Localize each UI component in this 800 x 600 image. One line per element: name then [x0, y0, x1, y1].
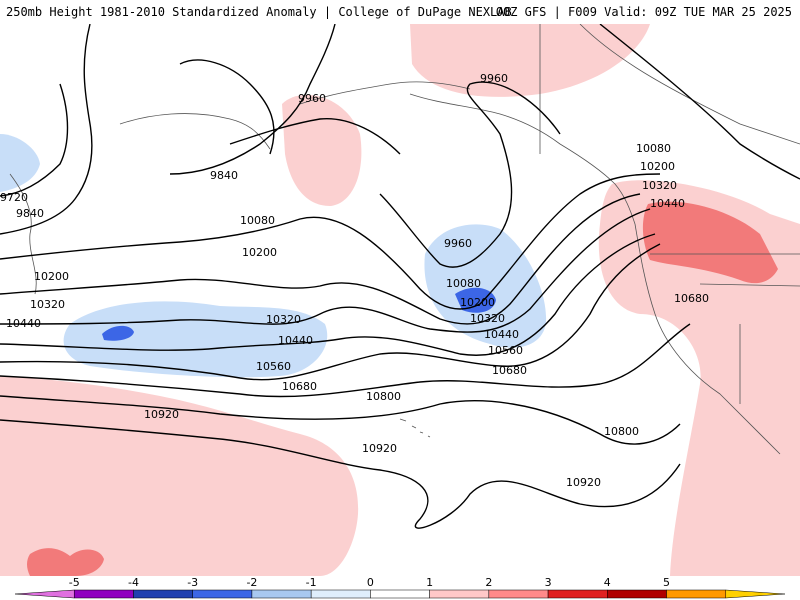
contour-label: 10320: [470, 312, 505, 325]
contour-9840: [0, 24, 93, 235]
contour-label: 10320: [266, 313, 301, 326]
contour-9720: [0, 83, 69, 197]
positive-anomaly-area: [642, 201, 778, 284]
contour-10920: [0, 419, 681, 529]
contour-10560: [0, 243, 661, 381]
header: 250mb Height 1981-2010 Standardized Anom…: [0, 0, 800, 24]
contour-10080: [0, 173, 661, 310]
negative-anomaly-area: [455, 287, 496, 313]
contour-label: 10680: [674, 292, 709, 305]
colorbar-tick-label: -2: [246, 576, 257, 589]
contour-label: 10680: [492, 364, 527, 377]
contour-label: 10320: [30, 298, 65, 311]
positive-anomaly-area: [410, 24, 650, 97]
contour-10680: [0, 323, 691, 398]
colorbar-block: [725, 589, 786, 599]
colorbar-tick-label: 0: [367, 576, 374, 589]
contour-label: 9960: [480, 72, 508, 85]
contour-label: 9720: [0, 191, 28, 204]
colorbar-tick-label: -1: [306, 576, 317, 589]
contour-label: 10440: [484, 328, 519, 341]
colorbar-tick-label: -5: [69, 576, 80, 589]
colorbar-block: [14, 589, 75, 599]
contour-label: 10800: [604, 425, 639, 438]
contour-label: 10800: [366, 390, 401, 403]
contour-inner: [179, 59, 275, 155]
contour-label: 10320: [642, 179, 677, 192]
contour-label: 9840: [16, 207, 44, 220]
contour-label: 9960: [444, 237, 472, 250]
colorbar-block: [192, 589, 253, 599]
colorbar-tick-label: 1: [426, 576, 433, 589]
colorbar-block: [666, 589, 727, 599]
contour-9960: [229, 118, 401, 155]
positive-anomaly-area: [0, 376, 359, 576]
contour-label: 10080: [240, 214, 275, 227]
colorbar-tick-label: 4: [604, 576, 611, 589]
contour-label: 10440: [650, 197, 685, 210]
contour-9840: [169, 24, 336, 175]
map-title: 250mb Height 1981-2010 Standardized Anom…: [6, 5, 512, 19]
contour-label: 10560: [256, 360, 291, 373]
colorbar-block: [429, 589, 490, 599]
contour-10200: [0, 193, 641, 325]
contour-9960: [379, 81, 561, 268]
contour-label: 10920: [144, 408, 179, 421]
negative-anomaly-area: [424, 224, 547, 348]
model-run-info: 00Z GFS | F009 Valid: 09Z TUE MAR 25 202…: [495, 5, 792, 19]
colorbar-block: [488, 589, 549, 599]
colorbar-tick-label: 2: [485, 576, 492, 589]
contour-label: 10440: [278, 334, 313, 347]
colorbar-tick-label: 3: [545, 576, 552, 589]
negative-anomaly-area: [102, 325, 134, 341]
contour-north: [599, 24, 800, 180]
contour-label: 10200: [242, 246, 277, 259]
contour-label: 10920: [566, 476, 601, 489]
colorbar-tick-label: -4: [128, 576, 139, 589]
contour-10800: [0, 395, 681, 445]
negative-anomaly-area: [63, 301, 328, 378]
contour-labels: 9960 9840 9720 9840 10080 10200 10320 10…: [0, 72, 709, 489]
colorbar-block: [547, 589, 608, 599]
colorbar-blocks: [14, 589, 786, 599]
contour-label: 10080: [636, 142, 671, 155]
colorbar-block: [251, 589, 312, 599]
colorbar-block: [310, 589, 371, 599]
contour-label: 9960: [298, 92, 326, 105]
anomaly-map: 9960 9840 9720 9840 10080 10200 10320 10…: [0, 24, 800, 576]
contour-label: 10680: [282, 380, 317, 393]
colorbar-block: [133, 589, 193, 599]
contour-label: 10200: [640, 160, 675, 173]
contour-label: 10200: [460, 296, 495, 309]
colorbar-block: [370, 589, 430, 599]
contour-label: 10200: [34, 270, 69, 283]
colorbar-tick-label: -3: [187, 576, 198, 589]
negative-anomaly-area: [0, 134, 40, 192]
contour-label: 9840: [210, 169, 238, 182]
contour-10440: [0, 233, 656, 356]
positive-anomaly-area: [27, 548, 104, 576]
contour-label: 10920: [362, 442, 397, 455]
contour-label: 10440: [6, 317, 41, 330]
height-contours: [0, 24, 800, 529]
colorbar: -5 -4 -3 -2 -1 0 1 2 3 4 5: [0, 576, 800, 600]
colorbar-block: [607, 589, 667, 599]
colorbar-ticks: -5 -4 -3 -2 -1 0 1 2 3 4 5: [69, 576, 670, 589]
contour-10320: [0, 208, 651, 333]
colorbar-block: [73, 589, 134, 599]
colorbar-tick-label: 5: [663, 576, 670, 589]
contour-label: 10560: [488, 344, 523, 357]
contour-label: 10080: [446, 277, 481, 290]
